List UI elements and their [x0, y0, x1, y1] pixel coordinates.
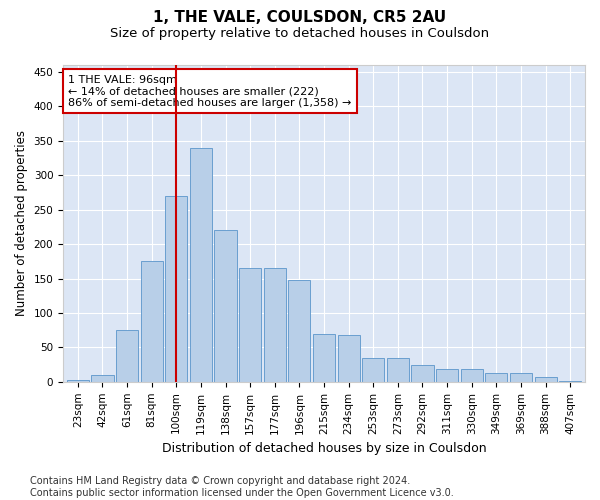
- Bar: [289, 280, 310, 382]
- Bar: [387, 358, 409, 382]
- Text: 1, THE VALE, COULSDON, CR5 2AU: 1, THE VALE, COULSDON, CR5 2AU: [154, 10, 446, 25]
- Bar: [214, 230, 236, 382]
- Text: Size of property relative to detached houses in Coulsdon: Size of property relative to detached ho…: [110, 28, 490, 40]
- Bar: [436, 370, 458, 382]
- Bar: [510, 373, 532, 382]
- Bar: [461, 370, 483, 382]
- Bar: [362, 358, 385, 382]
- Bar: [535, 377, 557, 382]
- Bar: [140, 262, 163, 382]
- X-axis label: Distribution of detached houses by size in Coulsdon: Distribution of detached houses by size …: [162, 442, 487, 455]
- Bar: [91, 375, 113, 382]
- Bar: [263, 268, 286, 382]
- Bar: [485, 373, 508, 382]
- Bar: [116, 330, 138, 382]
- Bar: [412, 364, 434, 382]
- Bar: [313, 334, 335, 382]
- Bar: [67, 380, 89, 382]
- Text: Contains HM Land Registry data © Crown copyright and database right 2024.
Contai: Contains HM Land Registry data © Crown c…: [30, 476, 454, 498]
- Bar: [165, 196, 187, 382]
- Bar: [338, 335, 360, 382]
- Y-axis label: Number of detached properties: Number of detached properties: [15, 130, 28, 316]
- Bar: [190, 148, 212, 382]
- Bar: [239, 268, 261, 382]
- Text: 1 THE VALE: 96sqm
← 14% of detached houses are smaller (222)
86% of semi-detache: 1 THE VALE: 96sqm ← 14% of detached hous…: [68, 74, 352, 108]
- Bar: [559, 381, 581, 382]
